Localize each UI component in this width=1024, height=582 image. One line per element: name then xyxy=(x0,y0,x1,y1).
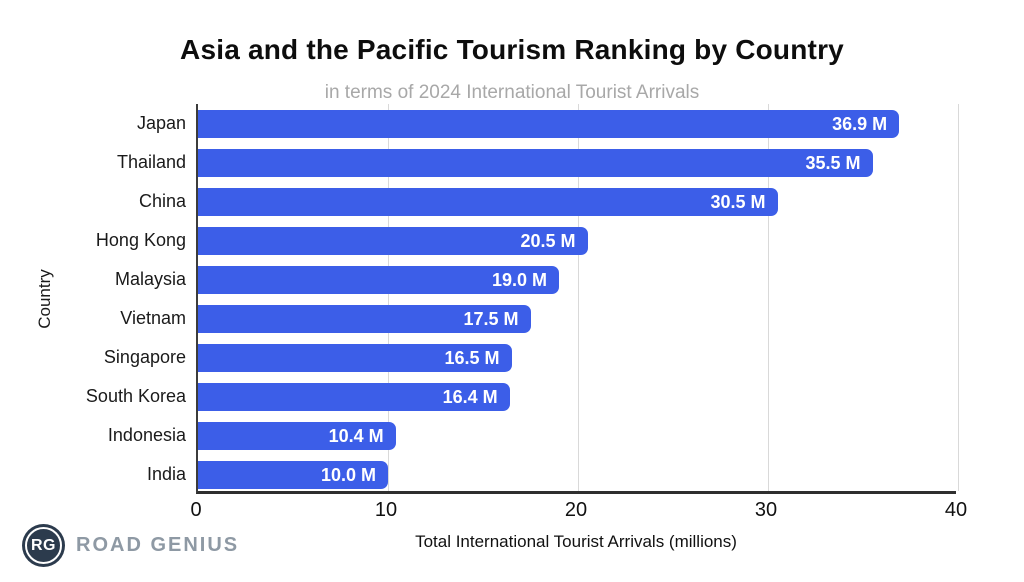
bar: 10.0 M xyxy=(198,460,388,489)
chart-title: Asia and the Pacific Tourism Ranking by … xyxy=(180,34,844,65)
category-label: South Korea xyxy=(85,386,186,406)
category-label: Vietnam xyxy=(120,308,186,328)
gridline-x-20 xyxy=(578,104,579,491)
bar-value-label: 16.5 M xyxy=(444,347,500,368)
x-tick-label: 0 xyxy=(190,499,202,521)
chart-subtitle: in terms of 2024 International Tourist A… xyxy=(324,82,700,103)
x-tick-label: 20 xyxy=(564,499,588,521)
x-axis-title: Total International Tourist Arrivals (mi… xyxy=(415,532,737,551)
category-label: Indonesia xyxy=(107,425,186,445)
category-label: Japan xyxy=(136,113,186,133)
y-axis-category-labels: Japan Thailand China Hong Kong Malaysia Vietn… xyxy=(0,104,186,494)
gridline-x-30 xyxy=(768,104,769,491)
x-tick-label: 30 xyxy=(754,499,778,521)
brand-logo: RG ROAD GENIUS xyxy=(22,524,239,567)
category-label: Malaysia xyxy=(114,269,186,289)
bar-value-label: 19.0 M xyxy=(491,269,547,290)
bar: 10.4 M xyxy=(198,421,396,450)
bar-value-label: 30.5 M xyxy=(710,191,766,212)
x-tick-label: 10 xyxy=(374,499,398,521)
category-label: China xyxy=(138,191,186,211)
bar: 19.0 M xyxy=(198,265,559,294)
plot-area: 36.9 M 35.5 M 30.5 M 20.5 M 19.0 M 17.5 M 16.5… xyxy=(196,104,959,494)
gridline-x-40 xyxy=(958,104,959,491)
gridline-x-10 xyxy=(388,104,389,491)
logo-wordmark: ROAD GENIUS xyxy=(76,534,240,556)
bar: 17.5 M xyxy=(198,304,531,333)
bar: 16.4 M xyxy=(198,382,510,411)
bar-value-label: 35.5 M xyxy=(805,152,861,173)
bar-value-label: 10.0 M xyxy=(320,464,376,485)
bar: 30.5 M xyxy=(198,187,778,216)
bar: 16.5 M xyxy=(198,343,512,372)
category-label: Singapore xyxy=(103,347,186,367)
bar: 35.5 M xyxy=(198,148,873,177)
bar: 36.9 M xyxy=(198,109,900,138)
bar-value-label: 17.5 M xyxy=(463,308,519,329)
x-axis-ticks: 0 10 20 30 40 xyxy=(190,499,967,523)
bar-value-label: 20.5 M xyxy=(520,230,576,251)
bar: 20.5 M xyxy=(198,226,588,255)
category-label: India xyxy=(146,464,186,484)
x-tick-label: 40 xyxy=(944,499,968,521)
bar-value-label: 16.4 M xyxy=(442,386,498,407)
category-label: Hong Kong xyxy=(95,230,186,250)
category-label: Thailand xyxy=(116,152,186,172)
bar-value-label: 36.9 M xyxy=(832,113,888,134)
logo-rg-icon: RG xyxy=(22,524,65,567)
bar-value-label: 10.4 M xyxy=(328,425,384,446)
logo-initials: RG xyxy=(25,527,62,564)
